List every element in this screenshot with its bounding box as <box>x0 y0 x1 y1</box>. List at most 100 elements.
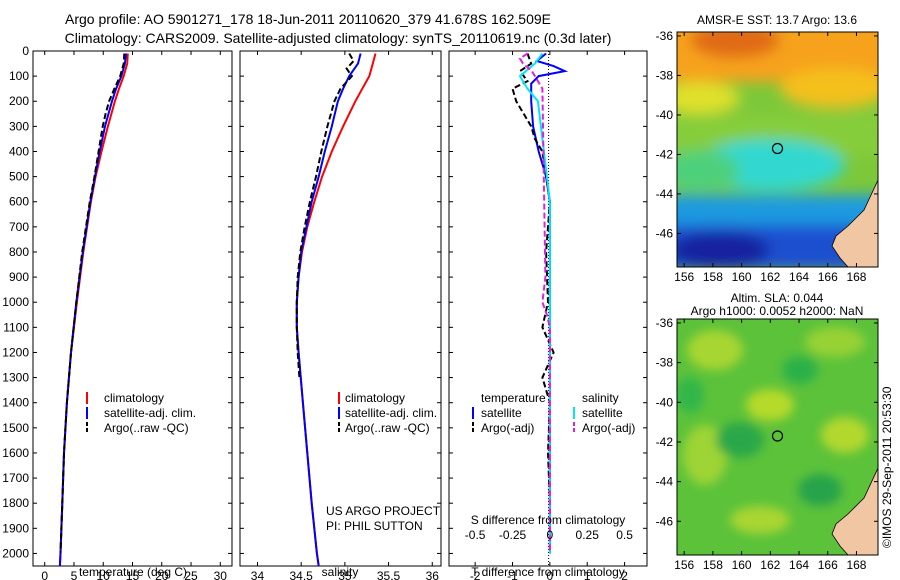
lon-tick-label: 168 <box>846 270 866 284</box>
x-tick-label: 35.5 <box>377 569 401 580</box>
x-tick-label: 0 <box>547 569 554 580</box>
depth-tick-label: 0 <box>22 44 29 58</box>
depth-tick-label: 2000 <box>2 546 29 560</box>
depth-tick-label: 900 <box>9 270 29 284</box>
lat-tick-label: -44 <box>656 187 674 201</box>
depth-tick-label: 700 <box>9 220 29 234</box>
depth-tick-label: 400 <box>9 144 29 158</box>
s-diff-tick-label: -0.5 <box>465 528 486 542</box>
depth-tick-label: 1600 <box>2 446 29 460</box>
x-tick-label: 5 <box>71 569 78 580</box>
x-tick-label: 25 <box>184 569 198 580</box>
legend-argo-label: Argo(..raw -QC) <box>345 421 430 435</box>
sst-heatmap <box>677 32 878 267</box>
salinity-axis-label: salinity <box>322 565 359 579</box>
project-annotation: US ARGO PROJECT <box>326 504 441 518</box>
difference-plot-frame <box>448 50 648 567</box>
argo-float-location-marker <box>771 430 784 442</box>
sla-heatmap <box>677 319 878 555</box>
depth-tick-label: 300 <box>9 119 29 133</box>
lon-tick-label: 158 <box>703 270 723 284</box>
temperature-legend: climatology satellite-adj. clim. Argo(..… <box>86 391 196 435</box>
x-tick-label: 15 <box>126 569 140 580</box>
depth-tick-label: 1900 <box>2 521 29 535</box>
lon-tick-label: 166 <box>818 558 838 572</box>
depth-tick-label: 1300 <box>2 371 29 385</box>
s-diff-tick-label: 0.5 <box>616 528 633 542</box>
s-difference-axis-label: S difference from climatology <box>471 513 626 527</box>
sla-map-frame <box>676 318 879 556</box>
x-tick-label: 34.5 <box>289 569 313 580</box>
sla-map-subtitle: Argo h1000: 0.0052 h2000: NaN <box>691 304 864 318</box>
lon-tick-label: 164 <box>789 270 809 284</box>
s-diff-tick-label: -0.25 <box>499 528 527 542</box>
lat-tick-label: -46 <box>656 514 674 528</box>
depth-tick-label: 1800 <box>2 496 29 510</box>
legend-satellite-label: satellite-adj. clim. <box>104 406 196 420</box>
legend-satellite-label: satellite-adj. clim. <box>345 406 437 420</box>
depth-tick-label: 600 <box>9 195 29 209</box>
lat-tick-label: -36 <box>656 29 674 43</box>
figure-title-line1: Argo profile: AO 5901271_178 18-Jun-2011… <box>65 11 551 27</box>
lat-tick-label: -42 <box>656 147 674 161</box>
sst-map-frame <box>676 31 879 268</box>
x-tick-label: 36 <box>426 569 440 580</box>
x-tick-label: 1 <box>584 569 591 580</box>
legend-argo-label: Argo(..raw -QC) <box>104 421 189 435</box>
new-zealand-landmass <box>831 467 878 555</box>
lat-tick-label: -46 <box>656 226 674 240</box>
s-diff-tick-label: 0 <box>547 528 554 542</box>
salinity-legend: climatology satellite-adj. clim. Argo(..… <box>338 391 437 435</box>
difference-legend: temperature satellite Argo(-adj) salinit… <box>472 391 635 435</box>
figure-title-line2: Climatology: CARS2009. Satellite-adjuste… <box>65 30 612 46</box>
temperature-axis-label: temperature (deg C) <box>79 565 187 579</box>
x-tick-label: 10 <box>97 569 111 580</box>
depth-tick-label: 200 <box>9 94 29 108</box>
series-line-argo-raw-qc- <box>295 52 355 378</box>
lon-tick-label: 160 <box>732 270 752 284</box>
depth-tick-label: 500 <box>9 170 29 184</box>
x-tick-label: 35 <box>338 569 352 580</box>
lat-tick-label: -40 <box>656 108 674 122</box>
legend-temp-argo-label: Argo(-adj) <box>481 421 534 435</box>
series-line-argo-adj--salinity <box>518 52 551 554</box>
series-line-satellite-adj-clim- <box>58 53 128 566</box>
x-tick-label: -2 <box>470 569 481 580</box>
lat-tick-label: -38 <box>656 356 674 370</box>
lon-tick-label: 160 <box>732 558 752 572</box>
legend-sal-argo-label: Argo(-adj) <box>582 421 635 435</box>
new-zealand-landmass <box>831 179 878 267</box>
lat-tick-label: -44 <box>656 475 674 489</box>
legend-climatology-label: climatology <box>104 391 164 405</box>
depth-tick-label: 1700 <box>2 471 29 485</box>
x-tick-label: 30 <box>214 569 228 580</box>
lon-tick-label: 156 <box>674 558 694 572</box>
depth-tick-label: 1500 <box>2 421 29 435</box>
x-tick-label: 20 <box>155 569 169 580</box>
lon-tick-label: 158 <box>703 558 723 572</box>
depth-tick-label: 100 <box>9 69 29 83</box>
pi-annotation: PI: PHIL SUTTON <box>326 519 423 533</box>
depth-tick-label: 800 <box>9 245 29 259</box>
x-tick-label: 2 <box>621 569 628 580</box>
salinity-plot-frame <box>239 50 442 567</box>
depth-tick-label: 1000 <box>2 295 29 309</box>
argo-float-location-marker <box>771 142 784 155</box>
imos-timestamp: ©IMOS 29-Sep-2011 20:53:30 <box>880 386 894 548</box>
lat-tick-label: -40 <box>656 395 674 409</box>
lon-tick-label: 162 <box>760 270 780 284</box>
depth-tick-label: 1200 <box>2 345 29 359</box>
depth-tick-label: 1400 <box>2 396 29 410</box>
series-line-satellite-adj-clim- <box>295 53 362 566</box>
lon-tick-label: 164 <box>789 558 809 572</box>
legend-temperature-title: temperature <box>481 391 546 405</box>
lon-tick-label: 168 <box>846 558 866 572</box>
series-line-argo-raw-qc- <box>59 53 126 554</box>
lon-tick-label: 162 <box>760 558 780 572</box>
lat-tick-label: -36 <box>656 316 674 330</box>
x-tick-label: 34 <box>251 569 265 580</box>
t-difference-axis-label: T difference from climatology <box>471 565 625 579</box>
legend-climatology-label: climatology <box>345 391 405 405</box>
legend-sal-satellite-label: satellite <box>582 406 623 420</box>
depth-tick-label: 1100 <box>3 320 29 334</box>
